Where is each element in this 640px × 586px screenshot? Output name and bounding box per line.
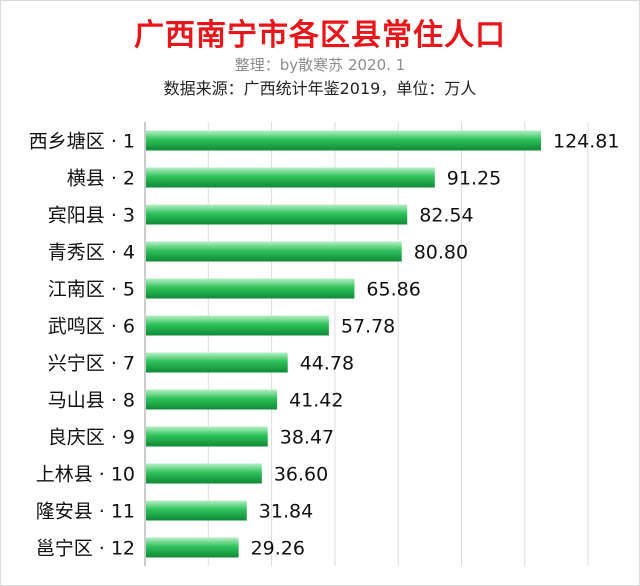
category-label: 西乡塘区 · 1: [29, 131, 135, 153]
bar: [146, 426, 268, 447]
category-label: 邕宁区 · 12: [36, 538, 135, 560]
bar: [146, 204, 408, 225]
value-label: 91.25: [447, 168, 501, 190]
bar: [146, 500, 247, 521]
bar: [146, 537, 239, 558]
category-label: 良庆区 · 9: [48, 427, 135, 449]
category-label: 马山县 · 8: [48, 390, 135, 412]
chart-title: 广西南宁市各区县常住人口: [134, 18, 506, 53]
bar: [146, 278, 355, 299]
category-label: 兴宁区 · 7: [48, 353, 135, 375]
value-label: 44.78: [300, 353, 354, 375]
bar: [146, 389, 278, 410]
category-label: 隆安县 · 11: [36, 501, 135, 523]
data-source-note: 数据来源：广西统计年鉴2019，单位：万人: [163, 79, 477, 98]
value-label: 31.84: [259, 501, 313, 523]
value-label: 65.86: [366, 279, 420, 301]
bar: [146, 130, 541, 151]
value-label: 124.81: [553, 131, 619, 153]
category-label: 青秀区 · 4: [48, 242, 135, 264]
bar: [146, 352, 288, 373]
value-label: 41.42: [289, 390, 343, 412]
bar: [146, 241, 402, 262]
value-label: 57.78: [341, 316, 395, 338]
bars: [146, 130, 541, 558]
category-label: 横县 · 2: [67, 168, 135, 190]
category-label: 江南区 · 5: [48, 279, 135, 301]
category-label: 宾阳县 · 3: [48, 205, 135, 227]
category-label: 上林县 · 10: [36, 464, 135, 486]
value-label: 80.80: [414, 242, 468, 264]
value-label: 29.26: [251, 538, 305, 560]
value-label: 82.54: [419, 205, 473, 227]
bar: [146, 315, 329, 336]
value-label: 36.60: [274, 464, 328, 486]
chart-subtitle: 整理：by散寒苏 2020. 1: [234, 56, 406, 74]
category-label: 武鸣区 · 6: [48, 316, 135, 338]
bar: [146, 463, 262, 484]
value-label: 38.47: [280, 427, 334, 449]
bar: [146, 167, 435, 188]
labels: 西乡塘区 · 1 124.81 横县 · 2 91.25 宾阳县 · 3 82.54 青秀区…: [29, 131, 620, 560]
gridlines: [144, 122, 589, 566]
